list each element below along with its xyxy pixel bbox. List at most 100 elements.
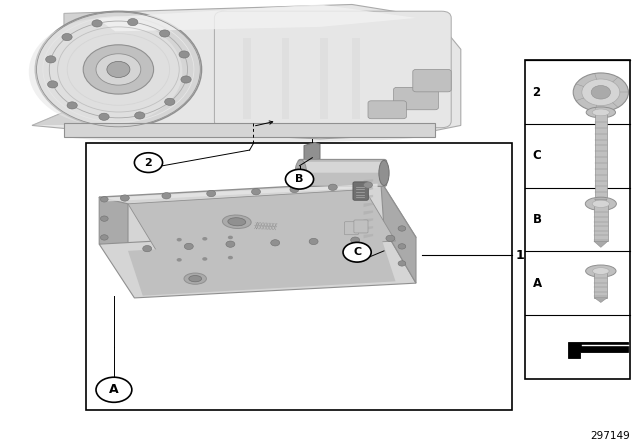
Circle shape bbox=[290, 186, 299, 193]
Circle shape bbox=[83, 45, 154, 94]
Circle shape bbox=[177, 258, 182, 262]
Polygon shape bbox=[364, 234, 373, 238]
Text: 2: 2 bbox=[532, 86, 541, 99]
Polygon shape bbox=[32, 13, 90, 125]
Circle shape bbox=[107, 61, 130, 78]
Circle shape bbox=[100, 235, 108, 240]
Circle shape bbox=[159, 30, 170, 37]
Circle shape bbox=[328, 184, 337, 190]
Ellipse shape bbox=[184, 273, 206, 284]
Polygon shape bbox=[304, 142, 320, 161]
Polygon shape bbox=[364, 226, 373, 231]
Polygon shape bbox=[364, 187, 373, 191]
Text: A: A bbox=[532, 276, 541, 290]
Bar bbox=[595, 112, 607, 199]
Bar bbox=[320, 38, 328, 119]
Circle shape bbox=[100, 216, 108, 221]
Circle shape bbox=[202, 257, 207, 261]
Polygon shape bbox=[32, 4, 461, 139]
Circle shape bbox=[573, 73, 628, 112]
FancyBboxPatch shape bbox=[298, 159, 387, 186]
Bar bbox=[352, 38, 360, 119]
Circle shape bbox=[35, 11, 202, 128]
Circle shape bbox=[271, 240, 280, 246]
Bar bbox=[594, 204, 608, 241]
Polygon shape bbox=[99, 228, 416, 298]
FancyBboxPatch shape bbox=[354, 220, 368, 233]
Circle shape bbox=[184, 243, 193, 250]
Circle shape bbox=[398, 244, 406, 249]
Circle shape bbox=[228, 256, 233, 259]
Circle shape bbox=[207, 190, 216, 197]
Polygon shape bbox=[595, 297, 607, 302]
Circle shape bbox=[591, 86, 611, 99]
Bar bbox=[282, 38, 289, 119]
Circle shape bbox=[162, 193, 171, 199]
Polygon shape bbox=[128, 190, 396, 254]
FancyBboxPatch shape bbox=[394, 87, 438, 110]
Ellipse shape bbox=[592, 109, 609, 116]
Polygon shape bbox=[128, 237, 396, 296]
Circle shape bbox=[179, 51, 189, 58]
Circle shape bbox=[127, 18, 138, 26]
Circle shape bbox=[99, 113, 109, 121]
FancyBboxPatch shape bbox=[353, 182, 369, 200]
Circle shape bbox=[134, 112, 145, 119]
Text: B: B bbox=[295, 174, 304, 184]
Bar bbox=[525, 60, 630, 379]
Circle shape bbox=[343, 242, 371, 262]
Circle shape bbox=[252, 189, 260, 195]
Circle shape bbox=[309, 238, 318, 245]
Text: C: C bbox=[532, 149, 541, 163]
Ellipse shape bbox=[295, 160, 307, 186]
FancyBboxPatch shape bbox=[368, 101, 406, 119]
Circle shape bbox=[364, 182, 372, 188]
Circle shape bbox=[164, 98, 175, 105]
Ellipse shape bbox=[67, 131, 419, 142]
Circle shape bbox=[143, 246, 152, 252]
Text: 2: 2 bbox=[145, 158, 152, 168]
Circle shape bbox=[120, 195, 129, 201]
FancyBboxPatch shape bbox=[303, 162, 382, 172]
Ellipse shape bbox=[593, 267, 609, 275]
Circle shape bbox=[47, 81, 58, 88]
Ellipse shape bbox=[189, 276, 202, 282]
Polygon shape bbox=[568, 342, 628, 358]
Circle shape bbox=[92, 20, 102, 27]
Circle shape bbox=[96, 377, 132, 402]
Circle shape bbox=[226, 241, 235, 247]
Polygon shape bbox=[364, 195, 373, 199]
Text: A: A bbox=[109, 383, 119, 396]
Bar bbox=[86, 143, 512, 410]
Circle shape bbox=[134, 153, 163, 172]
Polygon shape bbox=[381, 181, 416, 283]
Circle shape bbox=[285, 169, 314, 189]
FancyBboxPatch shape bbox=[413, 69, 451, 92]
Text: XXXXXXXX: XXXXXXXX bbox=[254, 225, 277, 232]
Ellipse shape bbox=[586, 107, 616, 118]
Polygon shape bbox=[364, 211, 373, 215]
Bar bbox=[243, 38, 251, 119]
Circle shape bbox=[100, 197, 108, 202]
Polygon shape bbox=[99, 197, 128, 251]
Text: 297149: 297149 bbox=[591, 431, 630, 441]
Polygon shape bbox=[594, 241, 608, 247]
Polygon shape bbox=[102, 184, 378, 202]
Polygon shape bbox=[364, 218, 373, 223]
Text: B: B bbox=[532, 213, 541, 226]
Circle shape bbox=[177, 238, 182, 241]
Ellipse shape bbox=[379, 160, 389, 185]
Circle shape bbox=[386, 235, 395, 241]
Circle shape bbox=[202, 237, 207, 241]
Circle shape bbox=[351, 237, 360, 243]
Circle shape bbox=[62, 34, 72, 41]
Ellipse shape bbox=[592, 200, 609, 207]
FancyBboxPatch shape bbox=[214, 11, 451, 128]
Polygon shape bbox=[364, 179, 373, 184]
Polygon shape bbox=[99, 181, 416, 253]
Ellipse shape bbox=[586, 265, 616, 277]
Polygon shape bbox=[96, 4, 416, 31]
Circle shape bbox=[45, 56, 56, 63]
Ellipse shape bbox=[223, 215, 251, 228]
FancyBboxPatch shape bbox=[344, 222, 358, 235]
